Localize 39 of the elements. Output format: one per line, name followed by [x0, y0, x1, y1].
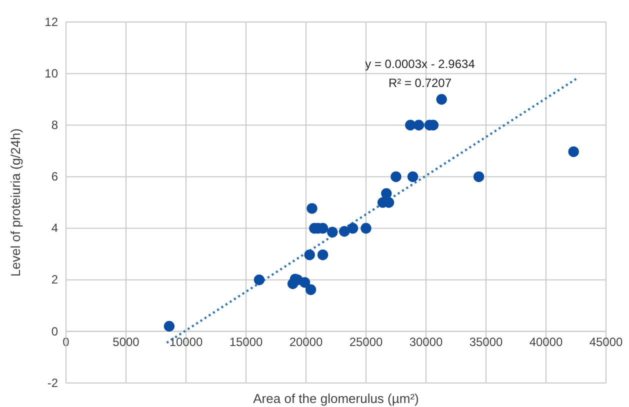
point — [306, 203, 318, 214]
y-tick-label: 0 — [51, 324, 58, 338]
x-axis-title: Area of the glomerulus (µm²) — [253, 391, 419, 406]
x-tick-label: 30000 — [409, 334, 444, 349]
point — [339, 226, 350, 237]
point — [568, 146, 579, 158]
point — [381, 188, 392, 199]
x-tick-label: 25000 — [349, 334, 384, 349]
x-tick-label: 45000 — [589, 334, 624, 349]
y-tick-label: 2 — [51, 272, 58, 287]
point — [327, 226, 338, 238]
point — [254, 274, 265, 286]
y-tick-label: 12 — [44, 14, 58, 29]
y-tick-label: 8 — [51, 118, 58, 132]
point — [407, 171, 418, 182]
point — [390, 171, 402, 182]
x-tick-label: 5000 — [112, 334, 140, 349]
x-tick-label: 15000 — [229, 334, 264, 349]
point — [360, 222, 372, 234]
y-tick-label: 6 — [51, 170, 58, 184]
y-axis-title: Level of proteiuria (g/24h) — [8, 128, 23, 277]
annotation: y = 0.0003x - 2.9634 — [365, 57, 476, 71]
y-tick-label: 10 — [44, 66, 58, 80]
x-tick-label: 20000 — [289, 334, 324, 349]
y-tick-label: -2 — [47, 376, 58, 390]
x-tick-label: 10000 — [169, 334, 204, 349]
point — [347, 222, 358, 234]
point — [305, 284, 316, 295]
point — [413, 120, 424, 130]
y-tick-label: 4 — [51, 221, 58, 236]
x-tick-label: 35000 — [469, 334, 504, 349]
point — [304, 250, 315, 260]
point — [317, 250, 328, 260]
point — [473, 171, 484, 182]
point — [164, 320, 175, 332]
point — [299, 277, 310, 288]
x-tick-label: 40000 — [529, 334, 564, 349]
point — [436, 94, 447, 105]
annotation: R² = 0.7207 — [388, 76, 452, 90]
